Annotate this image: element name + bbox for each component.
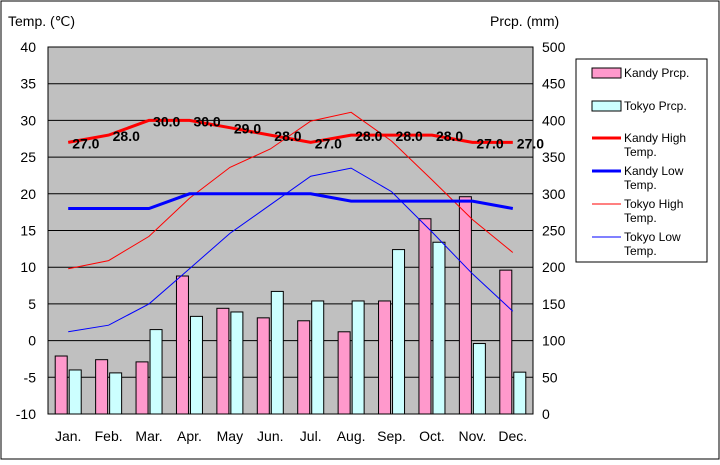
- left-tick-label: 10: [20, 259, 36, 275]
- legend-label: Tokyo Low Temp.: [624, 230, 681, 258]
- legend-label: Kandy Prcp.: [624, 66, 689, 80]
- left-tick-label: 40: [20, 39, 36, 55]
- right-tick-label: 500: [542, 39, 566, 55]
- axes-group: 4035302520151050-5-105004504003503002502…: [16, 39, 566, 444]
- legend-label: Kandy High Temp.: [624, 131, 686, 159]
- right-tick-label: 450: [542, 76, 566, 92]
- right-tick-label: 300: [542, 186, 566, 202]
- legend-label: Kandy Low Temp.: [624, 164, 684, 192]
- data-label: 27.0: [517, 135, 544, 151]
- x-tick-label: Mar.: [135, 428, 162, 444]
- legend-swatch: [591, 100, 622, 112]
- left-tick-label: 35: [20, 76, 36, 92]
- bar-tokyo-prcp: [432, 241, 446, 415]
- left-axis-title: Temp. (℃): [8, 13, 75, 29]
- data-label: 28.0: [113, 128, 140, 144]
- bar-tokyo-prcp: [311, 300, 325, 415]
- left-tick-label: -5: [24, 369, 37, 385]
- bar-tokyo-prcp: [472, 343, 486, 415]
- legend-label: Tokyo High Temp.: [624, 197, 683, 225]
- lines-group: [67, 111, 514, 333]
- bar-kandy-prcp: [95, 359, 109, 415]
- x-tick-label: Sep.: [377, 428, 406, 444]
- right-tick-label: 250: [542, 223, 566, 239]
- series-line-kandy-low-temp: [68, 192, 514, 210]
- data-label: 28.0: [274, 128, 301, 144]
- bar-tokyo-prcp: [351, 300, 365, 415]
- data-label: 29.0: [234, 121, 261, 137]
- left-tick-label: 0: [28, 333, 36, 349]
- bar-kandy-prcp: [216, 307, 230, 415]
- bar-kandy-prcp: [378, 300, 392, 415]
- legend-box: [575, 58, 708, 263]
- legend: Kandy Prcp. Tokyo Prcp. Kandy High Temp. Kan…: [575, 58, 708, 263]
- left-tick-label: 15: [20, 223, 36, 239]
- data-label: 28.0: [436, 128, 463, 144]
- left-tick-label: 20: [20, 186, 36, 202]
- right-tick-label: 0: [542, 406, 550, 422]
- right-tick-label: 200: [542, 259, 566, 275]
- data-label: 30.0: [193, 113, 220, 129]
- left-tick-label: -10: [16, 406, 36, 422]
- bar-kandy-prcp: [135, 361, 149, 415]
- x-tick-label: May: [217, 428, 243, 444]
- right-tick-label: 350: [542, 149, 566, 165]
- bar-kandy-prcp: [458, 196, 472, 415]
- right-tick-label: 400: [542, 112, 566, 128]
- gridlines: [48, 46, 533, 415]
- bar-tokyo-prcp: [189, 315, 203, 415]
- series-line-tokyo-low-temp: [68, 167, 514, 333]
- bar-tokyo-prcp: [230, 311, 244, 415]
- x-tick-label: Jul.: [300, 428, 322, 444]
- right-axis-title: Prcp. (mm): [490, 13, 559, 29]
- bar-tokyo-prcp: [109, 372, 123, 415]
- data-label: 30.0: [153, 113, 180, 129]
- bar-tokyo-prcp: [149, 329, 163, 415]
- value-labels-group: 27.0 28.0 30.0 30.0 29.0 28.0 27.0 28.0 28.0 28.0…: [72, 113, 544, 151]
- right-tick-label: 150: [542, 296, 566, 312]
- bar-tokyo-prcp: [68, 369, 82, 415]
- x-tick-label: Oct.: [419, 428, 445, 444]
- x-tick-label: Feb.: [95, 428, 123, 444]
- x-tick-label: Dec.: [498, 428, 527, 444]
- bar-kandy-prcp: [418, 218, 432, 415]
- data-label: 27.0: [476, 135, 503, 151]
- right-tick-label: 50: [542, 369, 558, 385]
- series-line-tokyo-high-temp: [68, 111, 514, 270]
- bar-kandy-prcp: [54, 355, 68, 415]
- left-tick-label: 30: [20, 112, 36, 128]
- bar-tokyo-prcp: [392, 249, 406, 415]
- bar-kandy-prcp: [297, 320, 311, 415]
- x-tick-label: Jun.: [257, 428, 283, 444]
- data-label: 28.0: [396, 128, 423, 144]
- legend-label: Tokyo Prcp.: [624, 99, 687, 113]
- x-tick-label: Nov.: [459, 428, 487, 444]
- x-tick-label: Jan.: [55, 428, 81, 444]
- data-label: 27.0: [315, 135, 342, 151]
- bar-kandy-prcp: [337, 331, 351, 415]
- series-line-kandy-high-temp: [67, 118, 513, 144]
- x-tick-label: Aug.: [337, 428, 366, 444]
- bars-group: [54, 196, 527, 415]
- bar-kandy-prcp: [499, 269, 513, 415]
- bar-tokyo-prcp: [270, 290, 284, 415]
- left-tick-label: 5: [28, 296, 36, 312]
- left-tick-label: 25: [20, 149, 36, 165]
- bar-kandy-prcp: [175, 275, 189, 415]
- legend-swatch: [591, 67, 622, 79]
- data-label: 27.0: [72, 135, 99, 151]
- bar-tokyo-prcp: [513, 371, 527, 415]
- right-tick-label: 100: [542, 333, 566, 349]
- data-label: 28.0: [355, 128, 382, 144]
- x-tick-label: Apr.: [177, 428, 202, 444]
- bar-kandy-prcp: [256, 317, 270, 415]
